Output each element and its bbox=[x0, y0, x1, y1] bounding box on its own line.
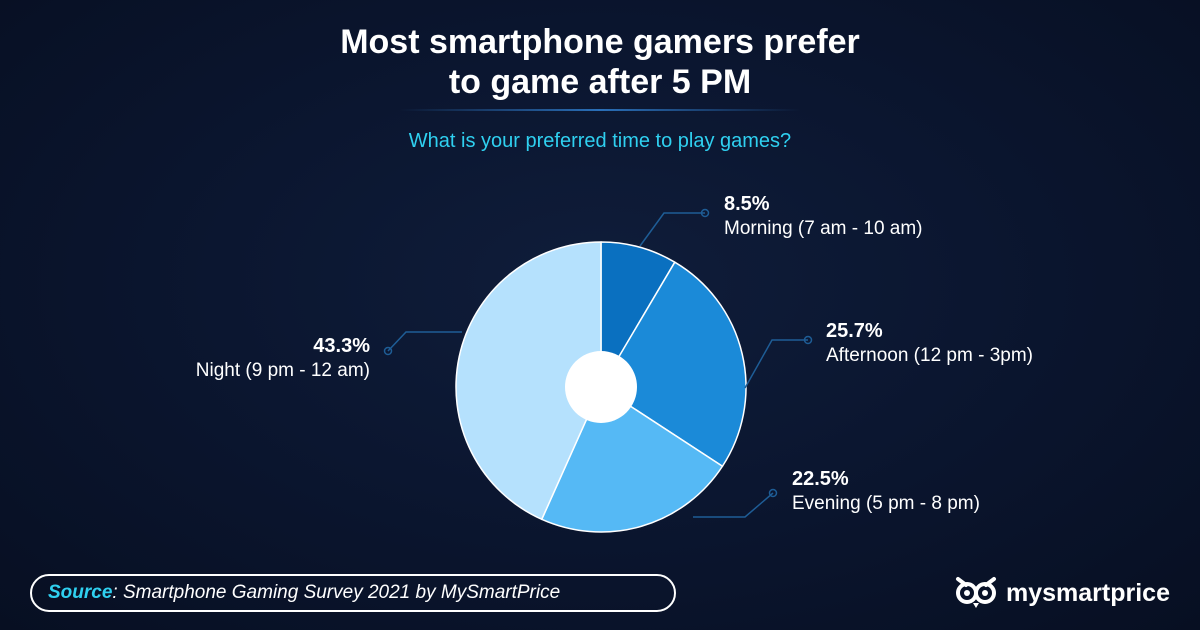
pie-slices bbox=[455, 241, 747, 533]
title-line-1: Most smartphone gamers prefer bbox=[340, 23, 860, 61]
source-key: Source bbox=[48, 582, 113, 603]
leader-dot-0 bbox=[700, 208, 710, 218]
leader-line-3 bbox=[387, 331, 462, 352]
slice-value-label-0: 8.5% bbox=[724, 193, 770, 215]
brand-logo: mysmartprice bbox=[954, 572, 1170, 614]
slice-value-label-2: 22.5% bbox=[792, 468, 849, 490]
chart-title: Most smartphone gamers prefer to game af… bbox=[0, 22, 1200, 102]
pie-slice-3 bbox=[455, 241, 602, 521]
source-text: : Smartphone Gaming Survey 2021 by MySma… bbox=[112, 582, 561, 603]
leader-line-2 bbox=[693, 492, 774, 518]
leader-lines bbox=[383, 208, 813, 518]
brand-name: mysmartprice bbox=[1006, 578, 1170, 607]
pie-slice-1 bbox=[600, 261, 747, 467]
source-note: Source: Smartphone Gaming Survey 2021 by… bbox=[30, 574, 676, 612]
chart-subtitle: What is your preferred time to play game… bbox=[408, 130, 792, 152]
title-divider bbox=[400, 109, 800, 111]
leader-dot-3 bbox=[383, 346, 393, 356]
slice-category-label-3: Night (9 pm - 12 am) bbox=[196, 360, 370, 381]
slice-category-label-2: Evening (5 pm - 8 pm) bbox=[792, 493, 980, 514]
slice-value-label-3: 43.3% bbox=[313, 335, 370, 357]
title-line-2: to game after 5 PM bbox=[448, 63, 752, 101]
pie-slice-2 bbox=[541, 386, 724, 533]
owl-logo-icon bbox=[956, 577, 997, 608]
slice-category-label-1: Afternoon (12 pm - 3pm) bbox=[826, 345, 1033, 366]
slice-category-label-0: Morning (7 am - 10 am) bbox=[724, 218, 923, 239]
leader-dot-2 bbox=[768, 488, 778, 498]
pie-center-hole bbox=[565, 351, 637, 423]
leader-line-0 bbox=[639, 212, 705, 247]
slice-labels: 8.5% Morning (7 am - 10 am) 25.7% Afternoon… bbox=[196, 193, 1033, 514]
leader-dot-1 bbox=[803, 335, 813, 345]
leader-line-1 bbox=[744, 339, 808, 389]
slice-value-label-1: 25.7% bbox=[826, 320, 883, 342]
